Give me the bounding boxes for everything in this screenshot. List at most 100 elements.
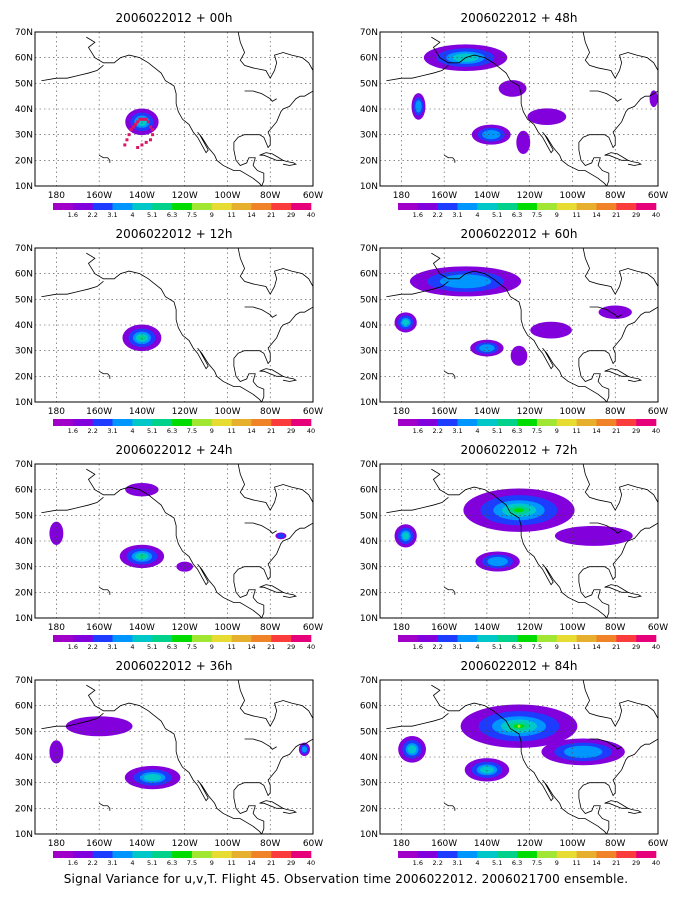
map-panel: 2006022012 + 12h 10N 20N 30N 40N 50N 60N 70N 180… <box>15 227 323 435</box>
colorbar-swatch <box>92 635 113 642</box>
colorbar-swatch <box>497 419 518 426</box>
coastline <box>233 522 313 618</box>
colorbar-label: 14 <box>592 859 600 867</box>
coastline <box>582 32 658 80</box>
lon-tick-label: 60W <box>303 191 323 201</box>
panel-title: 2006022012 + 36h <box>116 659 233 673</box>
colorbar-swatch <box>132 203 153 210</box>
variance-contour <box>407 745 417 754</box>
colorbar-swatch <box>636 419 657 426</box>
coastline <box>98 586 111 595</box>
coastline <box>431 36 607 186</box>
observation-point <box>138 117 142 121</box>
map-frame <box>379 31 659 187</box>
colorbar-label: 11 <box>227 211 235 219</box>
colorbar-label: 3.1 <box>452 211 462 219</box>
coastline <box>282 807 297 814</box>
variance-contour <box>530 321 572 339</box>
lon-tick-label: 160W <box>86 839 112 849</box>
colorbar-label: 6.3 <box>512 643 522 651</box>
lon-tick-label: 80W <box>260 623 280 633</box>
observation-point <box>123 143 127 147</box>
coastline <box>86 684 262 834</box>
variance-contour <box>439 274 492 289</box>
colorbar-swatch <box>398 851 419 858</box>
colorbar-label: 3.1 <box>107 427 117 435</box>
observation-point <box>131 125 135 129</box>
colorbar-swatch <box>497 635 518 642</box>
lon-tick-label: 80W <box>605 623 625 633</box>
coastline <box>578 306 658 402</box>
colorbar-label: 1.6 <box>68 859 78 867</box>
lat-tick-label: 30N <box>360 131 378 141</box>
panel-title: 2006022012 + 00h <box>116 11 233 25</box>
coastline <box>98 154 111 163</box>
observation-point <box>151 133 155 137</box>
colorbar-swatch <box>211 635 232 642</box>
colorbar-label: 5.1 <box>492 211 502 219</box>
colorbar-swatch <box>251 419 272 426</box>
panel-title: 2006022012 + 24h <box>116 443 233 457</box>
lat-tick-label: 20N <box>15 372 33 382</box>
colorbar-swatch <box>231 635 252 642</box>
colorbar-swatch <box>477 851 498 858</box>
lat-tick-label: 30N <box>15 347 33 357</box>
colorbar-swatch <box>517 203 538 210</box>
panel-title: 2006022012 + 60h <box>461 227 578 241</box>
lat-tick-label: 30N <box>15 779 33 789</box>
colorbar-label: 11 <box>572 211 580 219</box>
lon-tick-label: 140W <box>129 839 155 849</box>
lon-tick-label: 160W <box>431 623 457 633</box>
lon-tick-label: 60W <box>648 623 668 633</box>
lon-tick-label: 120W <box>172 839 198 849</box>
lon-tick-label: 60W <box>648 191 668 201</box>
colorbar-swatch <box>556 419 577 426</box>
colorbar-label: 29 <box>287 427 295 435</box>
lat-tick-label: 50N <box>15 511 33 521</box>
colorbar-label: 5.1 <box>492 427 502 435</box>
coastline <box>443 370 456 379</box>
figure-caption: Signal Variance for u,v,T. Flight 45. Ob… <box>63 872 629 886</box>
colorbar-label: 5.1 <box>147 859 157 867</box>
variance-contour <box>402 319 410 326</box>
variance-contour <box>480 766 494 774</box>
lon-tick-label: 60W <box>648 839 668 849</box>
colorbar-swatch <box>616 203 637 210</box>
colorbar-swatch <box>616 635 637 642</box>
colorbar-swatch <box>291 635 312 642</box>
lat-tick-label: 70N <box>15 244 33 254</box>
variance-contour <box>517 724 521 728</box>
coastline <box>443 586 456 595</box>
coastline <box>431 468 607 618</box>
colorbar-label: 4 <box>475 859 479 867</box>
colorbar-swatch <box>636 635 657 642</box>
colorbar-swatch <box>231 419 252 426</box>
colorbar-label: 7.5 <box>532 211 542 219</box>
colorbar-swatch <box>616 851 637 858</box>
colorbar-label: 11 <box>572 643 580 651</box>
colorbar-swatch <box>211 419 232 426</box>
coastline <box>627 591 642 598</box>
colorbar-label: 1.6 <box>68 211 78 219</box>
colorbar-label: 6.3 <box>512 859 522 867</box>
variance-contour <box>49 740 64 764</box>
lat-tick-label: 30N <box>15 131 33 141</box>
lat-tick-label: 40N <box>360 537 378 547</box>
colorbar-label: 4 <box>130 427 134 435</box>
colorbar-label: 29 <box>632 859 640 867</box>
colorbar-swatch <box>271 419 292 426</box>
colorbar-label: 4 <box>475 211 479 219</box>
coastline <box>589 90 622 102</box>
colorbar-swatch <box>556 203 577 210</box>
coastline <box>282 375 297 382</box>
colorbar-swatch <box>231 851 252 858</box>
colorbar-swatch <box>152 203 173 210</box>
colorbar-label: 6.3 <box>167 859 177 867</box>
colorbar-label: 5.1 <box>492 859 502 867</box>
lon-tick-label: 160W <box>431 407 457 417</box>
variance-contour <box>554 525 633 546</box>
coastline <box>386 281 449 298</box>
lat-tick-label: 60N <box>15 486 33 496</box>
lon-tick-label: 180 <box>393 839 410 849</box>
lon-tick-label: 180 <box>48 623 65 633</box>
